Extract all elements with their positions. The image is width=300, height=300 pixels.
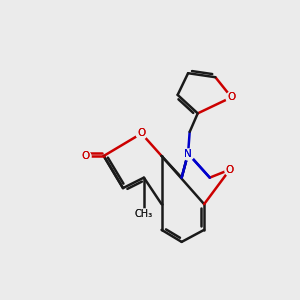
Text: O: O xyxy=(227,92,236,102)
Text: CH₃: CH₃ xyxy=(135,209,153,219)
Text: O: O xyxy=(137,128,146,139)
Text: O: O xyxy=(81,151,89,161)
Text: O: O xyxy=(226,165,234,175)
Text: O: O xyxy=(227,92,236,102)
Text: N: N xyxy=(184,148,192,158)
Text: O: O xyxy=(81,151,89,161)
Text: N: N xyxy=(184,148,192,158)
Text: O: O xyxy=(137,128,146,139)
Text: CH₃: CH₃ xyxy=(135,209,153,219)
Text: O: O xyxy=(226,165,234,175)
